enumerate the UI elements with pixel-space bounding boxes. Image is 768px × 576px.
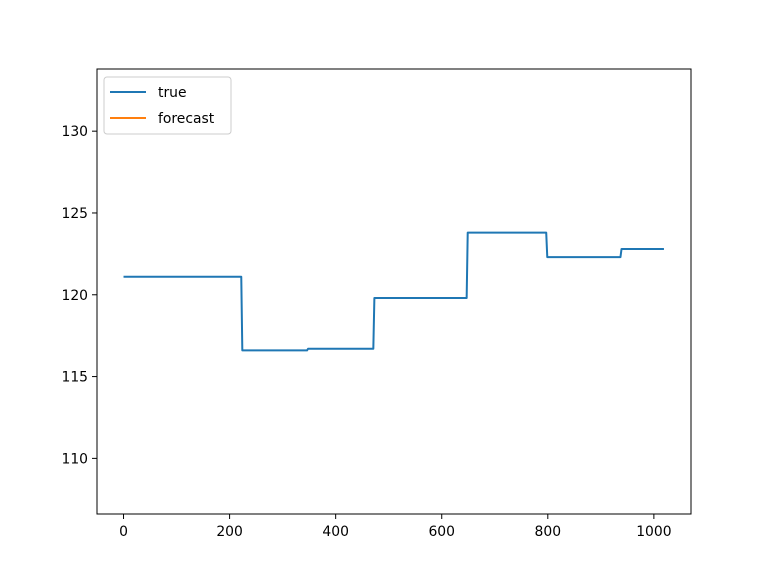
x-tick-label: 800 bbox=[535, 524, 562, 540]
y-tick-label: 120 bbox=[61, 288, 88, 304]
x-tick-label: 200 bbox=[216, 524, 243, 540]
y-axis-ticks: 110 115 120 125 130 bbox=[61, 124, 97, 467]
y-tick-label: 110 bbox=[61, 451, 88, 467]
x-axis-ticks: 0 200 400 600 800 1000 bbox=[119, 514, 672, 540]
series-line-true bbox=[123, 231, 664, 352]
legend: true forecast bbox=[103, 76, 232, 135]
legend-label-forecast: forecast bbox=[158, 111, 215, 127]
x-tick-label: 400 bbox=[322, 524, 349, 540]
series-layer bbox=[123, 231, 664, 352]
axes-frame bbox=[96, 68, 692, 515]
y-tick-label: 115 bbox=[61, 370, 88, 386]
x-tick-label: 1000 bbox=[636, 524, 671, 540]
y-tick-label: 125 bbox=[61, 206, 88, 222]
y-tick-label: 130 bbox=[61, 124, 88, 140]
x-tick-label: 0 bbox=[119, 524, 128, 540]
legend-label-true: true bbox=[158, 85, 187, 101]
x-tick-label: 600 bbox=[428, 524, 455, 540]
